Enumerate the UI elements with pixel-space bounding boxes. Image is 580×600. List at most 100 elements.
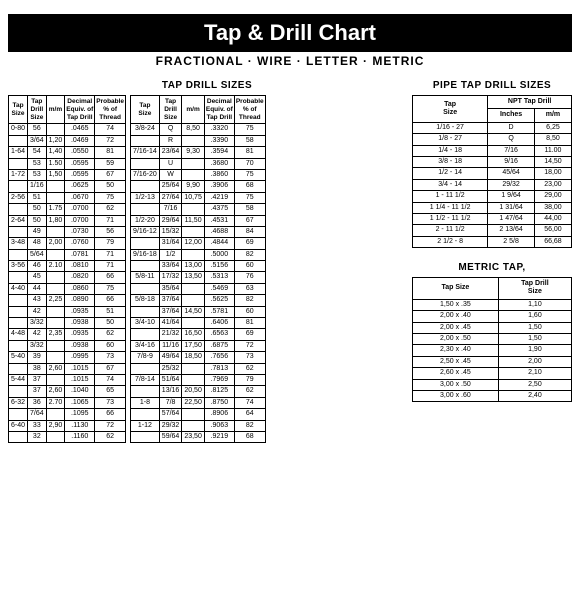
table-row: 9/16-1215/32.468884: [131, 226, 266, 237]
cell: 29,00: [534, 191, 571, 202]
table-row: 21/3216,50.656369: [131, 329, 266, 340]
cell: 9,90: [182, 181, 205, 192]
cell: .0550: [65, 147, 95, 158]
cell: [182, 226, 205, 237]
table-row: 13/1620,50.812562: [131, 386, 266, 397]
cell: 36: [28, 397, 47, 408]
cell: 3,00 x .60: [413, 390, 499, 401]
cell: .0595: [65, 158, 95, 169]
cell: 2,00: [498, 356, 571, 367]
cell: 6-32: [9, 397, 28, 408]
cell: 7/8-14: [131, 374, 160, 385]
cell: 2-56: [9, 192, 28, 203]
cell: 7/8: [159, 397, 182, 408]
cell: 67: [95, 169, 126, 180]
cell: [131, 238, 160, 249]
table-row: 1/8 - 27Q8,50: [413, 134, 572, 145]
cell: 81: [95, 147, 126, 158]
table-row: 3/32.093860: [9, 340, 126, 351]
pipe-tap-title: PIPE TAP DRILL SIZES: [412, 80, 572, 91]
cell: 11,50: [182, 215, 205, 226]
cell: 2.70: [46, 397, 65, 408]
cell: .0935: [65, 329, 95, 340]
cell: 54: [28, 147, 47, 158]
table-row: 5-4437.101574: [9, 374, 126, 385]
cell: .0781: [65, 249, 95, 260]
table-row: 4-48422,35.093562: [9, 329, 126, 340]
cell: 3/4 - 14: [413, 179, 488, 190]
cell: W: [159, 169, 182, 180]
cell: 37/64: [159, 306, 182, 317]
cell: 71: [95, 215, 126, 226]
cell: 1 47/64: [488, 213, 535, 224]
tap-drill-title: TAP DRILL SIZES: [8, 80, 406, 91]
cell: 3/8-24: [131, 124, 160, 135]
cell: 1/16 - 27: [413, 122, 488, 133]
cell: 7/16-14: [131, 147, 160, 158]
cell: 2,10: [498, 368, 571, 379]
cell: [131, 386, 160, 397]
cell: 6-40: [9, 420, 28, 431]
cell: .8750: [204, 397, 234, 408]
table-row: 3/8 - 189/1614,50: [413, 156, 572, 167]
col-header: TapDrillSize: [28, 96, 47, 124]
cell: 65: [95, 386, 126, 397]
cell: 2,00 x .50: [413, 334, 499, 345]
table-row: 2 - 11 1/22 13/6456,00: [413, 225, 572, 236]
cell: 31/64: [159, 238, 182, 249]
cell: 7/8-9: [131, 352, 160, 363]
tap-drill-tables: TapSizeTapDrillSizem/mDecimalEquiv. ofTa…: [8, 95, 406, 443]
table-row: 1/4 - 187/1611.00: [413, 145, 572, 156]
cell: 1,50: [498, 322, 571, 333]
cell: .8125: [204, 386, 234, 397]
cell: 1 31/64: [488, 202, 535, 213]
cell: .0670: [65, 192, 95, 203]
cell: R: [159, 135, 182, 146]
cell: 42: [28, 306, 47, 317]
col-header: Probable% ofThread: [95, 96, 126, 124]
cell: 1/2 - 14: [413, 168, 488, 179]
cell: .9063: [204, 420, 234, 431]
cell: 66: [95, 272, 126, 283]
cell: [131, 283, 160, 294]
cell: .3860: [204, 169, 234, 180]
cell: [182, 204, 205, 215]
cell: 66: [95, 295, 126, 306]
cell: .3594: [204, 147, 234, 158]
cell: .4531: [204, 215, 234, 226]
cell: 75: [234, 124, 265, 135]
cell: [9, 386, 28, 397]
cell: .0938: [65, 318, 95, 329]
col-header: m/m: [182, 96, 205, 124]
cell: 23,50: [182, 431, 205, 442]
cell: 12,00: [182, 238, 205, 249]
cell: 66,68: [534, 236, 571, 247]
cell: 3/32: [28, 340, 47, 351]
cell: 5-44: [9, 374, 28, 385]
cell: 38: [28, 363, 47, 374]
cell: .6563: [204, 329, 234, 340]
cell: 2,00 x .40: [413, 311, 499, 322]
cell: 68: [234, 181, 265, 192]
cell: 1-64: [9, 147, 28, 158]
cell: .0700: [65, 204, 95, 215]
table-row: 2-64501,80.070071: [9, 215, 126, 226]
cell: 11/16: [159, 340, 182, 351]
cell: .5625: [204, 295, 234, 306]
table-row: 1 1/2 - 11 1/21 47/6444,00: [413, 213, 572, 224]
table-row: 57/64.890664: [131, 409, 266, 420]
cell: 1,80: [46, 215, 65, 226]
cell: 14,50: [182, 306, 205, 317]
cell: 3/4-16: [131, 340, 160, 351]
cell: 72: [234, 340, 265, 351]
cell: [46, 181, 65, 192]
table-row: 7/8-1451/64.796979: [131, 374, 266, 385]
cell: 82: [234, 420, 265, 431]
cell: [46, 272, 65, 283]
cell: 13,50: [182, 272, 205, 283]
table-row: 37/6414,50.578160: [131, 306, 266, 317]
cell: .5000: [204, 249, 234, 260]
table-row: R.339058: [131, 135, 266, 146]
table-row: 2,30 x .401,90: [413, 345, 572, 356]
table-row: 25/649,90.390668: [131, 181, 266, 192]
